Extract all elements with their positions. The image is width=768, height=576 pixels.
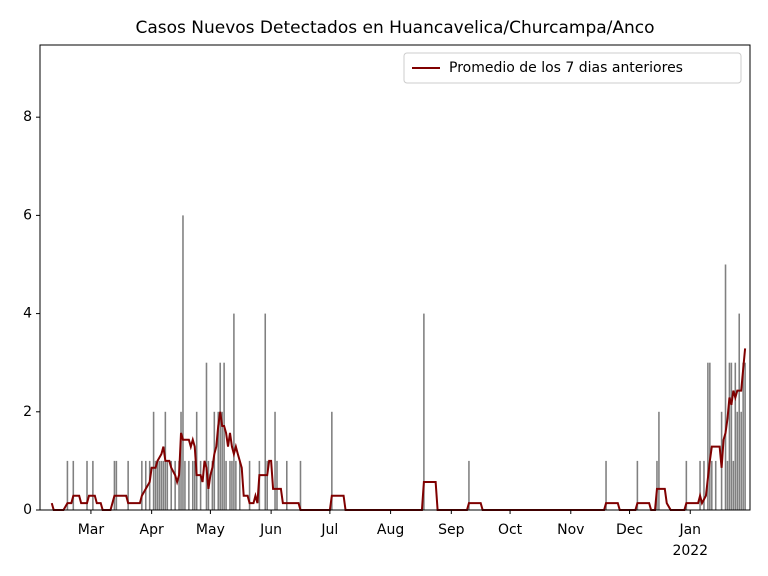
bar — [707, 362, 709, 510]
bar — [86, 460, 88, 510]
bar — [248, 460, 251, 510]
x-tick-label: Apr — [140, 522, 164, 538]
bar — [158, 460, 161, 510]
bar — [72, 460, 75, 510]
bar — [732, 460, 735, 510]
y-tick-label: 8 — [23, 109, 32, 125]
bar — [740, 411, 742, 510]
y-tick-label: 2 — [23, 404, 32, 420]
bar — [730, 362, 733, 510]
x-tick-label: Jul — [320, 522, 338, 538]
bar — [229, 460, 231, 510]
bar — [219, 362, 221, 510]
bar — [160, 460, 163, 510]
bar — [709, 362, 711, 510]
bar — [468, 460, 470, 510]
x-year-label: 2022 — [672, 543, 708, 559]
x-tick-label: Jan — [678, 522, 701, 538]
x-tick-label: Jun — [259, 522, 282, 538]
bar — [144, 460, 147, 510]
bar — [115, 460, 118, 510]
bar — [221, 411, 223, 510]
bar — [170, 460, 173, 510]
bar — [113, 460, 116, 510]
bar — [703, 460, 705, 510]
bar — [233, 313, 235, 510]
bar — [174, 460, 176, 510]
bar — [127, 460, 129, 510]
y-tick-label: 0 — [23, 502, 32, 518]
bar — [726, 460, 729, 510]
bar — [742, 362, 744, 510]
bar — [276, 460, 278, 510]
bar — [714, 460, 717, 510]
bar — [266, 460, 268, 510]
bar — [225, 460, 227, 510]
bar — [188, 460, 190, 510]
bar — [205, 362, 208, 510]
bar — [738, 313, 741, 510]
bar — [658, 411, 660, 510]
bar — [156, 460, 159, 510]
bar — [193, 460, 196, 510]
x-tick-label: Nov — [557, 522, 584, 538]
bar — [636, 460, 639, 510]
chart-title: Casos Nuevos Detectados en Huancavelica/… — [135, 18, 654, 38]
bar — [299, 460, 302, 510]
bar — [92, 460, 94, 510]
bar — [223, 362, 225, 510]
bar — [191, 460, 194, 510]
y-tick-label: 6 — [23, 207, 32, 223]
x-tick-label: Mar — [78, 522, 105, 538]
bar — [331, 411, 333, 510]
legend-label: Promedio de los 7 dias anteriores — [449, 60, 683, 76]
bar — [699, 460, 701, 510]
x-tick-label: Sep — [438, 522, 465, 538]
bar — [736, 411, 739, 510]
x-tick-label: May — [196, 522, 225, 538]
bar — [152, 411, 155, 510]
bar — [235, 460, 237, 510]
bar — [264, 313, 267, 510]
bar — [154, 460, 157, 510]
bar — [423, 313, 425, 510]
x-tick-label: Dec — [616, 522, 643, 538]
bar — [605, 460, 607, 510]
plot-frame — [39, 44, 751, 511]
x-tick-label: Aug — [377, 522, 404, 538]
bar — [182, 215, 184, 510]
average-line — [50, 348, 747, 511]
bar — [66, 460, 69, 510]
bar — [166, 460, 169, 510]
bar — [656, 460, 658, 510]
y-tick-label: 4 — [23, 306, 32, 322]
bar — [148, 460, 151, 510]
bar — [728, 362, 731, 510]
bar — [184, 460, 186, 510]
bar — [162, 460, 165, 510]
bar — [217, 411, 220, 510]
bar — [685, 460, 688, 510]
bar — [141, 460, 143, 510]
bar — [711, 460, 713, 510]
bar — [734, 362, 737, 510]
bar — [286, 460, 288, 510]
bar — [199, 460, 202, 510]
bar — [724, 264, 727, 510]
bar — [274, 411, 276, 510]
legend-box — [403, 52, 742, 84]
bar — [744, 362, 746, 510]
bar — [180, 411, 182, 510]
bar — [231, 460, 233, 510]
x-tick-label: Oct — [498, 522, 523, 538]
bar — [211, 460, 214, 510]
bar — [238, 460, 241, 510]
bar — [178, 460, 180, 510]
